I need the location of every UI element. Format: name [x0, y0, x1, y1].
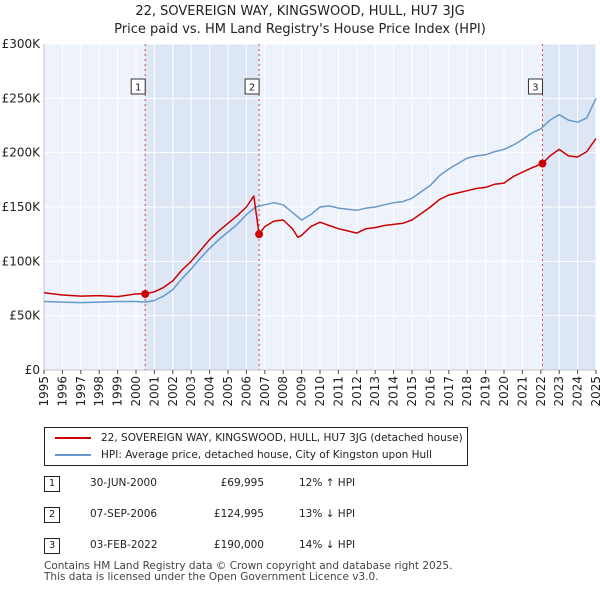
x-tick-label: 2010 [313, 376, 327, 407]
sale-marker-box [130, 78, 146, 95]
series-line-property [43, 138, 597, 298]
table-row: 3 03-FEB-2022 £190,000 14% ↓ HPI [44, 536, 464, 556]
legend: 22, SOVEREIGN WAY, KINGSWOOD, HULL, HU7 … [44, 427, 468, 466]
sale-date: 30-JUN-2000 [90, 477, 157, 489]
sale-point-2 [255, 230, 264, 239]
y-tick-label: £200K [2, 146, 42, 160]
x-tick-label: 2007 [258, 376, 272, 407]
y-tick-label: £50K [9, 309, 41, 323]
legend-swatch-property [55, 437, 91, 439]
x-tick-label: 2002 [166, 376, 180, 407]
y-tick-label: £300K [2, 37, 42, 51]
x-tick-label: 1999 [111, 376, 125, 407]
footer-licence: This data is licensed under the Open Gov… [44, 571, 379, 583]
sale-marker-label: 1 [135, 83, 141, 94]
y-tick-label: £250K [2, 91, 42, 105]
x-tick-label: 2008 [276, 376, 290, 407]
x-tick-label: 2015 [405, 376, 419, 407]
sale-date: 03-FEB-2022 [90, 539, 158, 551]
x-tick-label: 2017 [442, 376, 456, 407]
sale-marker-2: 2 [244, 78, 260, 95]
series-line-hpi [43, 97, 597, 304]
legend-label-property: 22, SOVEREIGN WAY, KINGSWOOD, HULL, HU7 … [101, 432, 463, 444]
x-tick-label: 1996 [55, 376, 69, 407]
footer: Contains HM Land Registry data © Crown c… [44, 561, 452, 583]
x-tick-label: 2022 [534, 376, 548, 407]
x-tick-label: 2012 [350, 376, 364, 407]
x-tick-label: 2025 [589, 376, 600, 407]
x-tick-label: 2009 [295, 376, 309, 407]
sale-point-1 [141, 289, 150, 298]
x-tick-label: 2000 [129, 376, 143, 407]
sale-price: £69,995 [220, 477, 264, 489]
sale-hpi-delta: 13% ↓ HPI [299, 508, 356, 520]
x-tick-label: 2023 [552, 376, 566, 407]
x-tick-label: 2013 [368, 376, 382, 407]
legend-label-hpi: HPI: Average price, detached house, City… [101, 449, 432, 461]
x-tick-label: 1998 [92, 376, 106, 407]
sale-marker-1: 1 [130, 78, 146, 95]
y-tick-label: £100K [2, 254, 42, 268]
chart-title: 22, SOVEREIGN WAY, KINGSWOOD, HULL, HU7 … [135, 4, 465, 19]
y-tick-label: £150K [2, 200, 42, 214]
table-row: 1 30-JUN-2000 £69,995 12% ↑ HPI [44, 474, 464, 494]
chart-subtitle: Price paid vs. HM Land Registry's House … [114, 22, 486, 37]
sale-price: £190,000 [213, 539, 264, 551]
sale-marker-box [244, 78, 260, 95]
table-row: 2 07-SEP-2006 £124,995 13% ↓ HPI [44, 505, 464, 525]
x-tick-label: 2018 [460, 376, 474, 407]
x-tick-label: 2016 [423, 376, 437, 407]
sale-marker-badge: 2 [44, 507, 60, 523]
x-tick-label: 2011 [331, 376, 345, 407]
x-tick-label: 2019 [479, 376, 493, 407]
x-tick-label: 2024 [571, 376, 585, 407]
sale-marker-label: 3 [532, 83, 538, 94]
x-tick-label: 1995 [37, 376, 51, 407]
footer-copyright: Contains HM Land Registry data © Crown c… [44, 560, 453, 572]
y-tick-label: £0 [25, 363, 40, 377]
x-tick-label: 2001 [147, 376, 161, 407]
sale-point-3 [538, 159, 547, 168]
chart-plot: £0 £50K £100K £150K £200K £250K £300K 1995 1996 1… [2, 37, 600, 407]
sale-marker-badge: 3 [44, 538, 60, 554]
x-tick-label: 2020 [497, 376, 511, 407]
sale-marker-box [527, 78, 543, 95]
sale-date: 07-SEP-2006 [90, 508, 158, 520]
sale-marker-3: 3 [527, 78, 543, 95]
legend-swatch-hpi [55, 454, 91, 456]
sale-marker-label: 2 [249, 83, 255, 94]
x-tick-label: 1997 [74, 376, 88, 407]
x-tick-label: 2014 [387, 376, 401, 407]
x-tick-label: 2003 [184, 376, 198, 407]
x-tick-label: 2004 [203, 376, 217, 407]
sale-hpi-delta: 12% ↑ HPI [299, 477, 356, 489]
sale-marker-badge: 1 [44, 476, 60, 492]
sale-hpi-delta: 14% ↓ HPI [299, 539, 356, 551]
x-tick-label: 2006 [239, 376, 253, 407]
sale-price: £124,995 [213, 508, 264, 520]
x-tick-label: 2005 [221, 376, 235, 407]
x-tick-label: 2021 [515, 376, 529, 407]
